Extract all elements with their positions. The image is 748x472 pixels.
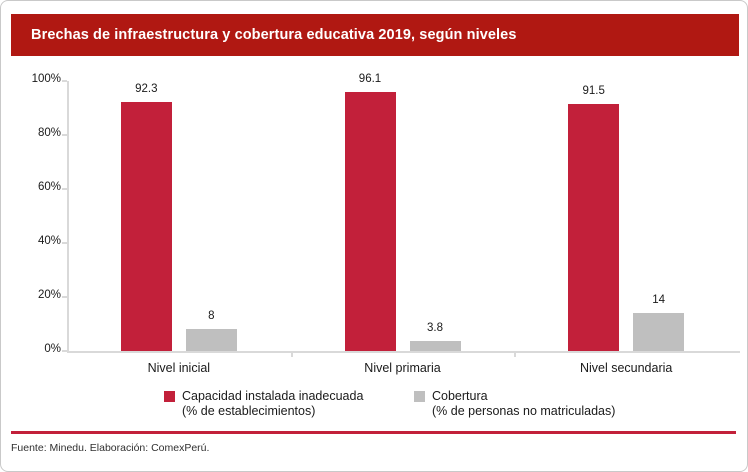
x-axis-tick [290, 351, 293, 357]
legend-item-capacidad: Capacidad instalada inadecuada (% de est… [164, 389, 363, 419]
x-axis [67, 351, 740, 353]
legend-label: Capacidad instalada inadecuada [182, 389, 364, 403]
x-category-label: Nivel inicial [147, 361, 211, 375]
x-category-label: Nivel primaria [364, 361, 441, 375]
x-axis-tick [514, 351, 517, 357]
chart-title: Brechas de infraestructura y cobertura e… [31, 27, 517, 43]
y-tick-label: 40% [37, 235, 61, 247]
title-banner: Brechas de infraestructura y cobertura e… [11, 14, 739, 56]
bar-cobertura [633, 313, 685, 351]
y-axis-tick [62, 80, 67, 82]
y-tick-label: 80% [37, 127, 61, 139]
bar-value-label: 92.3 [135, 82, 158, 95]
y-axis-tick [62, 296, 67, 298]
x-category-label: Nivel secundaria [579, 361, 673, 375]
y-tick-label: 100% [31, 73, 61, 85]
bar-value-label: 91.5 [582, 84, 605, 97]
bar-capacidad [344, 91, 396, 351]
source-note: Fuente: Minedu. Elaboración: ComexPerú. [11, 442, 210, 454]
y-axis-tick [62, 350, 67, 352]
legend-line: Capacidad instalada inadecuada [164, 389, 363, 404]
y-axis-tick [62, 134, 67, 136]
bar-value-label: 8 [208, 310, 215, 323]
bar-cobertura [185, 329, 237, 351]
y-tick-label: 20% [37, 289, 61, 301]
bar-cobertura [409, 340, 461, 351]
legend-line: Cobertura [414, 389, 615, 404]
bar-capacidad [120, 101, 172, 351]
legend-label-secondary: (% de personas no matriculadas) [432, 404, 616, 418]
bar-value-label: 14 [652, 294, 666, 307]
legend-swatch-cobertura-icon [414, 391, 425, 402]
legend-swatch-capacidad-icon [164, 391, 175, 402]
y-axis-tick [62, 188, 67, 190]
bar-capacidad [568, 103, 620, 351]
legend-item-cobertura: Cobertura (% de personas no matriculadas… [414, 389, 615, 419]
bar-value-label: 3.8 [427, 321, 443, 334]
y-axis [67, 81, 69, 353]
y-tick-label: 60% [37, 181, 61, 193]
bar-value-label: 96.1 [358, 72, 382, 85]
legend-label-secondary: (% de establecimientos) [182, 404, 316, 418]
legend-label: Cobertura [432, 389, 488, 403]
y-axis-tick [62, 242, 67, 244]
y-tick-label: 0% [44, 343, 61, 355]
footer-separator-line [11, 431, 736, 434]
